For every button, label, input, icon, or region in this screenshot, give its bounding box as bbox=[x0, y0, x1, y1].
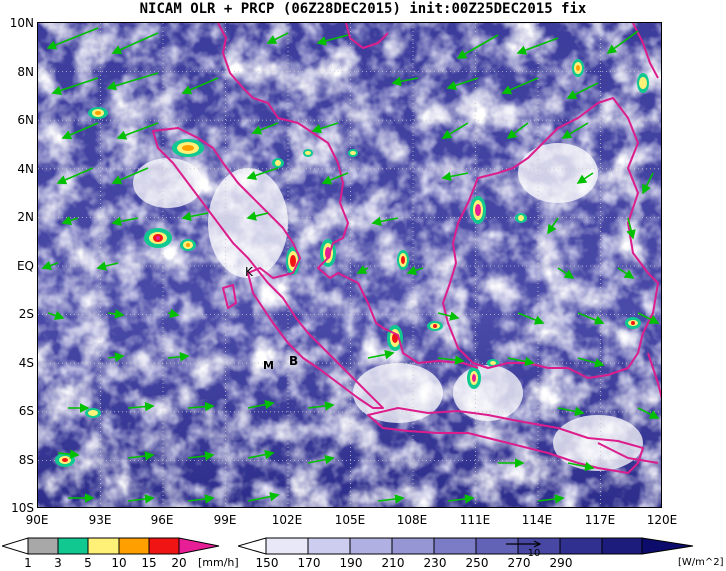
olr-tick: 150 bbox=[255, 556, 279, 570]
lon-label: 102E bbox=[271, 513, 303, 527]
olr-precip-map: K M B bbox=[38, 23, 661, 507]
olr-tick: 230 bbox=[423, 556, 447, 570]
precip-colorbar-swatches bbox=[2, 537, 220, 555]
precip-tick: 15 bbox=[141, 556, 157, 570]
lat-label: 6N bbox=[17, 113, 34, 127]
lat-label: 10N bbox=[9, 16, 34, 30]
lon-label: 96E bbox=[150, 513, 174, 527]
olr-unit: [W/m^2] bbox=[678, 557, 724, 568]
lat-label: 2N bbox=[17, 210, 34, 224]
vector-scale-label: 10 bbox=[527, 548, 541, 559]
lon-label: 90E bbox=[25, 513, 49, 527]
coastlines bbox=[152, 23, 661, 474]
precip-cells bbox=[55, 59, 649, 467]
lat-label: 4N bbox=[17, 162, 34, 176]
lon-label: 105E bbox=[334, 513, 366, 527]
olr-tick: 250 bbox=[465, 556, 489, 570]
place-marker-b: B bbox=[289, 354, 298, 368]
lat-label: 8S bbox=[18, 453, 34, 467]
lon-label: 93E bbox=[88, 513, 112, 527]
lon-label: 108E bbox=[396, 513, 428, 527]
lat-label: 8N bbox=[17, 65, 34, 79]
lon-label: 114E bbox=[521, 513, 553, 527]
lat-label: 6S bbox=[18, 404, 34, 418]
place-marker-k: K bbox=[245, 265, 254, 279]
precip-tick: 5 bbox=[84, 556, 92, 570]
lat-label: 2S bbox=[18, 307, 34, 321]
lon-label: 99E bbox=[213, 513, 237, 527]
lat-label: 10S bbox=[11, 501, 34, 515]
wind-vectors bbox=[41, 27, 660, 504]
precip-tick: 10 bbox=[111, 556, 127, 570]
lon-label: 117E bbox=[584, 513, 616, 527]
olr-tick: 270 bbox=[507, 556, 531, 570]
olr-tick: 290 bbox=[549, 556, 573, 570]
olr-tick: 190 bbox=[339, 556, 363, 570]
map-panel: K M B bbox=[37, 22, 662, 508]
lat-lon-grid bbox=[38, 23, 661, 507]
lat-label: EQ bbox=[16, 259, 34, 273]
precip-tick: 20 bbox=[171, 556, 187, 570]
lon-label: 111E bbox=[459, 513, 491, 527]
precip-tick: 3 bbox=[54, 556, 62, 570]
olr-tick: 170 bbox=[297, 556, 321, 570]
olr-tick: 210 bbox=[381, 556, 405, 570]
lon-label: 120E bbox=[646, 513, 678, 527]
olr-high-cloud bbox=[38, 23, 661, 507]
olr-colorbar-swatches bbox=[238, 537, 694, 555]
place-marker-m: M bbox=[263, 359, 274, 372]
lat-label: 4S bbox=[18, 356, 34, 370]
precip-tick: 1 bbox=[24, 556, 32, 570]
map-title: NICAM OLR + PRCP (06Z28DEC2015) init:00Z… bbox=[139, 1, 587, 17]
precip-unit: [mm/h] bbox=[198, 556, 239, 569]
